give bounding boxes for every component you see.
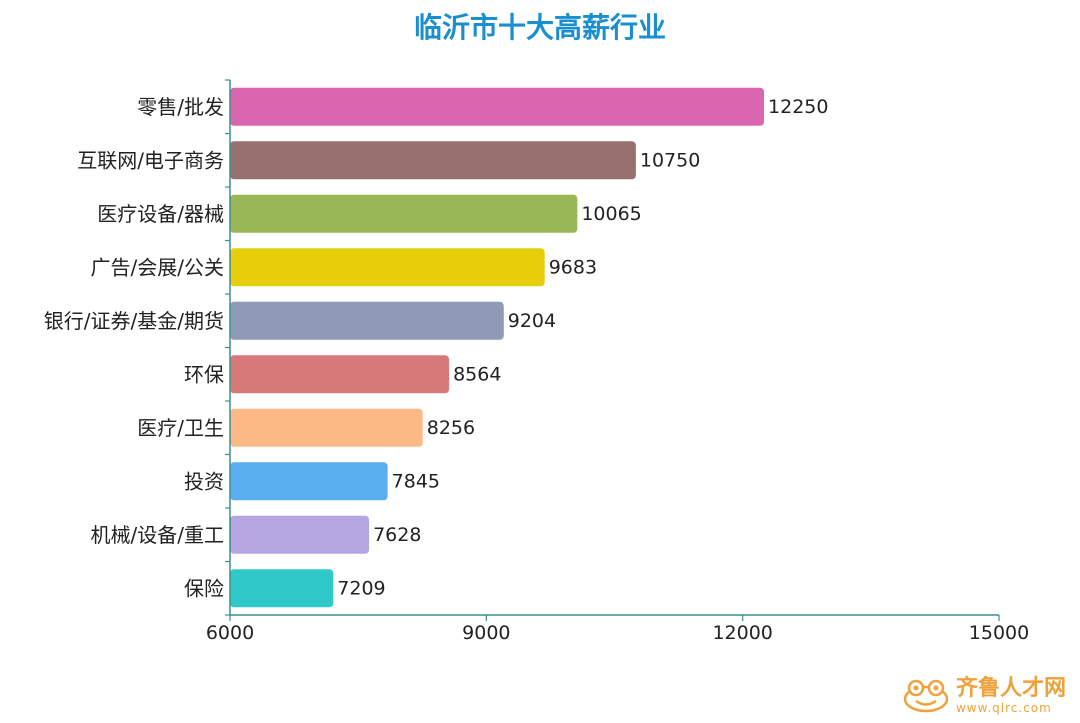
x-tick-label-3: 15000: [969, 622, 1029, 644]
value-label-7: 7845: [392, 470, 440, 492]
watermark: 齐鲁人才网 www.qlrc.com: [902, 677, 1066, 715]
watermark-brand: 齐鲁人才网: [955, 676, 1066, 701]
value-label-8: 7628: [373, 524, 421, 546]
category-label-7: 投资: [184, 469, 224, 493]
bar-4: [230, 301, 504, 340]
category-label-4: 银行/证券/基金/期货: [44, 309, 224, 333]
category-label-3: 广告/会展/公关: [91, 255, 224, 279]
value-label-3: 9683: [549, 256, 597, 278]
value-label-4: 9204: [508, 310, 556, 332]
chart-title: 临沂市十大高薪行业: [413, 11, 666, 44]
category-label-6: 医疗/卫生: [137, 416, 224, 440]
watermark-url: www.qlrc.com: [955, 701, 1052, 715]
value-label-2: 10065: [581, 203, 641, 225]
value-label-0: 12250: [768, 96, 828, 118]
category-label-9: 保险: [184, 576, 224, 600]
value-label-9: 7209: [337, 577, 385, 599]
axes-group: 6000 9000 12000 15000: [206, 79, 1029, 644]
value-label-1: 10750: [640, 149, 700, 171]
category-label-2: 医疗设备/器械: [97, 202, 224, 226]
bar-6: [230, 408, 423, 447]
bar-3: [230, 248, 545, 287]
x-tick-label-2: 12000: [712, 622, 772, 644]
value-label-5: 8564: [453, 363, 501, 385]
x-tick-label-1: 9000: [462, 622, 510, 644]
x-tick-label-0: 6000: [206, 622, 254, 644]
category-label-8: 机械/设备/重工: [91, 523, 224, 547]
bar-7: [230, 462, 388, 501]
value-label-6: 8256: [427, 417, 475, 439]
bar-8: [230, 515, 370, 554]
bar-9: [230, 569, 334, 608]
bar-0: [230, 87, 765, 126]
category-label-1: 互联网/电子商务: [77, 148, 224, 172]
frog-logo-icon: [903, 679, 949, 713]
bar-2: [230, 194, 578, 233]
bar-1: [230, 141, 636, 180]
bar-5: [230, 355, 450, 394]
bars-group: 零售/批发 12250 互联网/电子商务 10750 医疗设备/器械 10065 广告/会展…: [44, 87, 828, 608]
category-label-5: 环保: [184, 362, 224, 386]
category-label-0: 零售/批发: [137, 95, 224, 119]
watermark-text: 齐鲁人才网 www.qlrc.com: [955, 676, 1066, 716]
